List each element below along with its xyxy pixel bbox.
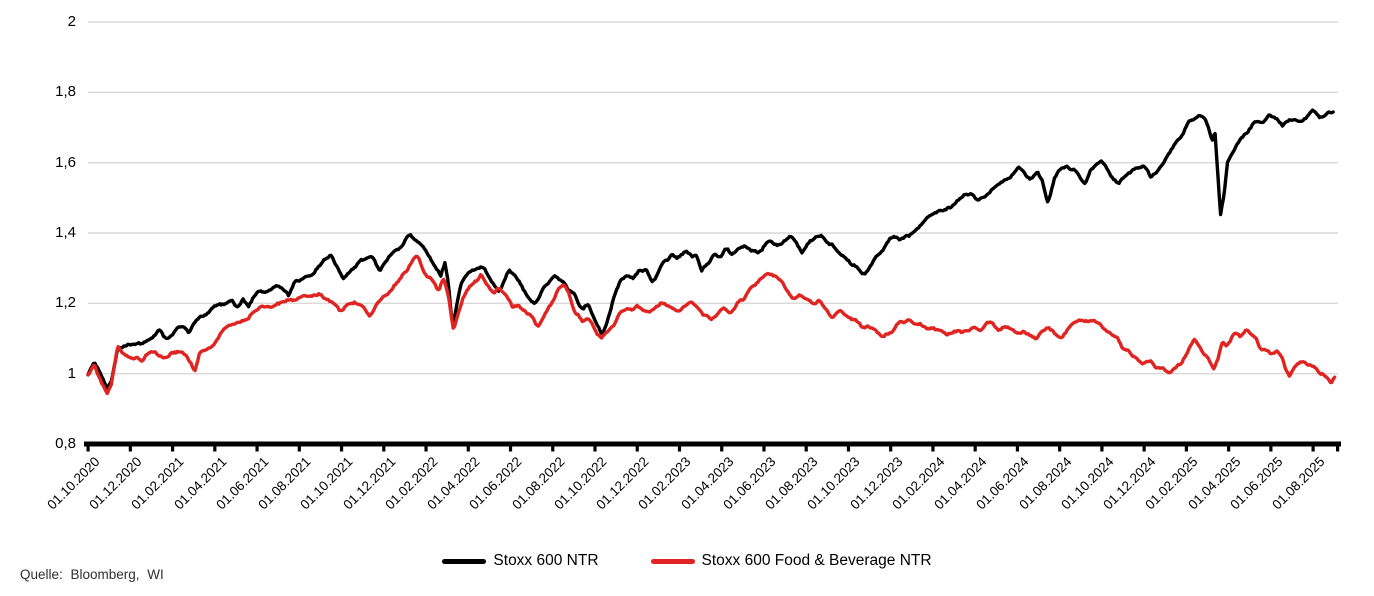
legend-label-stoxx-600-food-beverage-ntr: Stoxx 600 Food & Beverage NTR [701,552,932,569]
x-axis-tick [1336,446,1340,452]
x-axis-tick [1227,446,1231,452]
x-axis-tick [720,446,724,452]
x-axis-tick [382,446,386,452]
x-axis-tick [677,446,682,452]
x-axis-tick [424,446,428,452]
y-axis-label: 2 [67,13,76,30]
y-axis-label: 1,4 [55,224,76,241]
x-axis-tick [846,446,851,452]
y-axis-label: 1 [67,364,76,382]
x-axis-tick [1184,446,1188,452]
x-axis-tick [86,446,90,452]
x-axis-tick [1100,446,1104,452]
source-note: Quelle: Bloomberg, WI [20,567,164,582]
x-axis-tick [170,446,175,452]
x-axis-tick [339,446,344,452]
x-axis-tick [255,446,259,452]
x-axis-tick [931,446,935,452]
x-axis-tick [1058,446,1062,452]
x-axis-tick [635,446,639,452]
y-axis-label: 1,2 [55,294,76,312]
legend-item-stoxx-600-ntr: Stoxx 600 NTR [442,552,599,570]
x-axis-tick [1015,446,1020,452]
y-axis-label: 1,6 [55,153,76,171]
x-axis-tick [762,446,766,452]
legend-item-stoxx-600-food-beverage-ntr: Stoxx 600 Food & Beverage NTR [650,552,932,570]
x-axis-tick [128,446,132,452]
legend-swatch-black-line [442,558,487,564]
x-axis-tick [889,446,893,452]
x-axis-tick [213,446,217,452]
y-axis-label: 1,8 [55,83,76,101]
legend-label-stoxx-600-ntr: Stoxx 600 NTR [493,552,599,569]
x-axis-tick [804,446,808,452]
series-line-stoxx-600-food-beverage-ntr [86,254,1337,396]
x-axis-tick [1311,446,1315,452]
series-line-stoxx-600-ntr [86,108,1335,390]
legend: Stoxx 600 NTR Stoxx 600 Food & Beverage … [0,552,1374,570]
legend-swatch-red-line [650,558,695,564]
x-axis-tick [297,446,301,452]
y-axis-label: 0,8 [55,435,76,452]
x-axis-tick [593,446,597,452]
x-axis-tick [551,446,555,452]
x-axis-tick [973,446,977,452]
x-axis-tick [1269,446,1273,452]
x-axis-tick [1142,446,1146,452]
x-axis-tick [466,446,470,452]
x-axis-tick [508,446,513,452]
